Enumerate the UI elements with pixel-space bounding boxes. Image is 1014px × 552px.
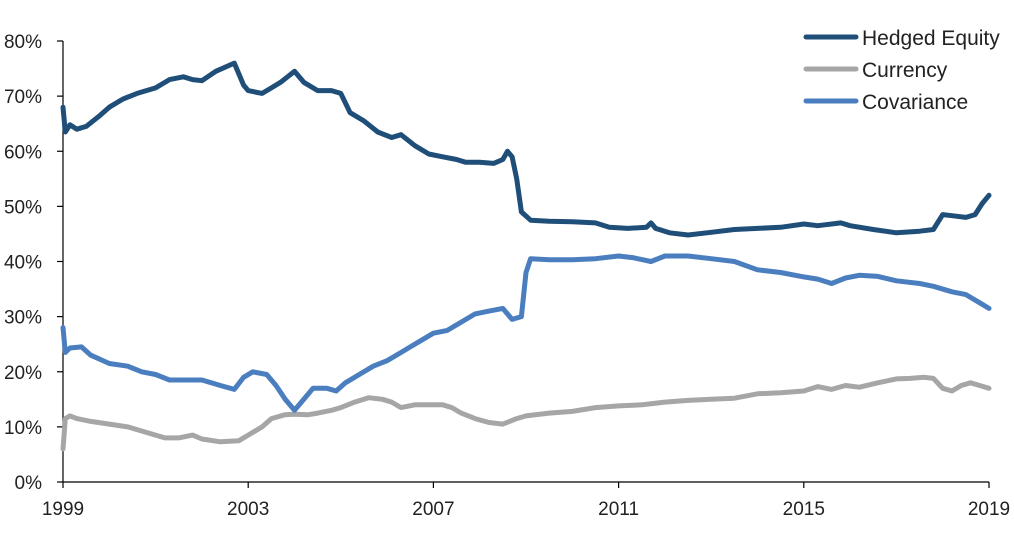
y-tick-label: 30% (4, 308, 42, 329)
x-tick-label: 2003 (227, 499, 269, 520)
legend-label-covariance: Covariance (862, 91, 968, 114)
y-axis: 0% 10% 20% 30% 40% 50% 60% 70% 80% (4, 32, 64, 494)
series-line-currency (60, 374, 992, 452)
y-tick-label: 40% (4, 253, 42, 274)
y-tick-label: 60% (4, 142, 42, 163)
legend-label-currency: Currency (862, 59, 948, 82)
legend-label-hedged-equity: Hedged Equity (862, 27, 1000, 50)
x-tick-label: 2015 (783, 499, 825, 520)
y-tick-label: 50% (4, 197, 42, 218)
x-tick-label: 2019 (968, 499, 1010, 520)
x-tick-label: 1999 (42, 499, 84, 520)
x-tick-label: 2011 (598, 499, 639, 520)
legend: Hedged Equity Currency Covariance (803, 27, 1000, 114)
series-line-hedged-equity (60, 60, 992, 238)
x-axis: 1999 2003 2007 2011 2015 2019 (42, 481, 1010, 520)
y-tick-label: 80% (4, 32, 42, 53)
x-tick-label: 2007 (412, 499, 454, 520)
y-tick-label: 10% (4, 418, 42, 439)
series-layer (60, 60, 992, 452)
y-tick-label: 70% (4, 87, 42, 108)
y-tick-label: 20% (4, 363, 42, 384)
y-tick-label: 0% (15, 473, 43, 494)
series-line-covariance (60, 253, 992, 413)
